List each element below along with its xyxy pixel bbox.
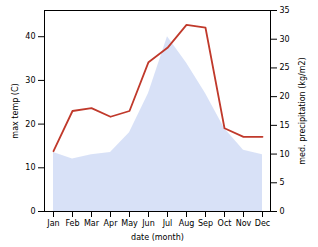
svg-text:10: 10: [280, 150, 290, 159]
svg-text:25: 25: [280, 63, 290, 72]
svg-text:35: 35: [280, 6, 290, 15]
svg-text:15: 15: [280, 121, 290, 130]
svg-text:20: 20: [25, 120, 35, 129]
svg-text:Nov: Nov: [236, 219, 252, 228]
svg-text:20: 20: [280, 92, 290, 101]
svg-text:10: 10: [25, 163, 35, 172]
svg-text:Feb: Feb: [65, 219, 79, 228]
svg-text:Jan: Jan: [46, 219, 59, 228]
svg-text:Oct: Oct: [218, 219, 232, 228]
svg-text:30: 30: [25, 76, 35, 85]
svg-text:Apr: Apr: [104, 219, 119, 228]
svg-text:30: 30: [280, 35, 290, 44]
svg-text:med. precipitation (kg/m2): med. precipitation (kg/m2): [298, 57, 307, 164]
svg-text:5: 5: [280, 178, 285, 187]
svg-text:Mar: Mar: [84, 219, 100, 228]
svg-text:Jul: Jul: [162, 219, 173, 228]
svg-text:Dec: Dec: [255, 219, 270, 228]
svg-text:0: 0: [280, 207, 285, 216]
svg-text:date (month): date (month): [131, 233, 184, 242]
svg-text:Jun: Jun: [141, 219, 155, 228]
svg-text:Sep: Sep: [198, 219, 213, 228]
svg-text:max temp (C): max temp (C): [11, 83, 20, 138]
svg-text:40: 40: [25, 32, 35, 41]
svg-text:May: May: [121, 219, 138, 228]
svg-text:Aug: Aug: [179, 219, 195, 228]
svg-text:0: 0: [30, 207, 35, 216]
